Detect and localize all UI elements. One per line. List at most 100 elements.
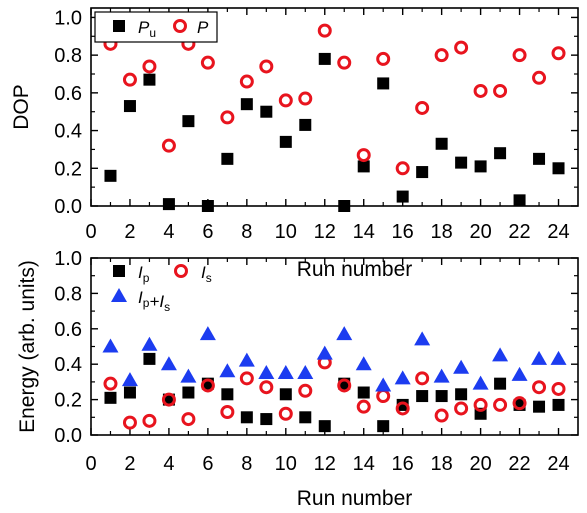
data-point	[376, 389, 391, 404]
series-2	[103, 355, 566, 430]
data-point	[297, 365, 314, 380]
data-point	[182, 386, 195, 399]
data-point	[221, 152, 234, 165]
x-tick-label: 0	[85, 221, 96, 243]
data-point	[278, 406, 293, 421]
legend-marker	[174, 264, 188, 278]
data-point	[473, 397, 488, 412]
data-point	[512, 48, 527, 63]
data-point	[102, 338, 119, 353]
data-point	[121, 372, 138, 387]
x-tick-label: 4	[163, 453, 174, 475]
data-point	[298, 383, 313, 398]
legend: Pu P	[94, 11, 218, 43]
x-tick-label: 8	[241, 221, 252, 243]
x-tick-label: 20	[469, 221, 491, 243]
data-point	[493, 83, 508, 98]
data-point	[142, 413, 157, 428]
data-point	[551, 381, 566, 396]
x-tick-label: 24	[547, 453, 569, 475]
y-axis-title: DOP	[10, 84, 33, 130]
x-tick-label: 18	[431, 453, 453, 475]
data-point	[299, 118, 312, 131]
y-tick-label: 0.4	[54, 121, 82, 143]
plot-frame	[90, 7, 579, 207]
data-point	[396, 190, 409, 203]
data-point	[394, 370, 411, 385]
data-point	[511, 366, 528, 381]
data-point	[238, 352, 255, 367]
data-point	[454, 401, 469, 416]
data-point	[240, 98, 253, 111]
data-point	[472, 375, 489, 390]
data-point	[239, 371, 254, 386]
series-1	[104, 352, 565, 433]
data-point	[376, 51, 391, 66]
x-tick-label: 16	[392, 453, 414, 475]
data-point	[240, 411, 253, 424]
data-point	[532, 70, 547, 85]
data-point	[492, 347, 509, 362]
legend-marker	[113, 265, 125, 277]
data-point	[533, 152, 546, 165]
data-point	[160, 356, 177, 371]
legend-entry-label: Pu	[138, 18, 156, 40]
data-point	[180, 368, 197, 383]
series-1	[104, 52, 565, 212]
x-axis-title: Run number	[297, 258, 413, 281]
legend-entry-label: Ip	[138, 263, 150, 285]
data-point	[258, 365, 275, 380]
data-point	[474, 160, 487, 173]
data-point	[162, 198, 175, 211]
data-point	[318, 52, 331, 65]
data-point	[434, 408, 449, 423]
data-point	[455, 388, 468, 401]
data-point	[533, 400, 546, 413]
y-tick-label: 0.2	[54, 158, 82, 180]
data-point	[259, 380, 274, 395]
data-point	[200, 378, 215, 393]
data-point	[122, 415, 137, 430]
legend-entry-label: Ip+Is	[138, 288, 170, 314]
data-point	[493, 397, 508, 412]
x-axis-title: Run number	[297, 487, 413, 510]
data-point	[161, 392, 176, 407]
data-point	[435, 137, 448, 150]
data-point	[357, 386, 370, 399]
data-point	[316, 345, 333, 360]
x-tick-label: 6	[202, 221, 213, 243]
x-tick-label: 2	[124, 221, 135, 243]
data-point	[143, 352, 156, 365]
data-point	[200, 55, 215, 70]
data-point	[338, 200, 351, 212]
data-point	[416, 166, 429, 179]
data-point	[337, 55, 352, 70]
y-tick-label: 0.0	[54, 196, 82, 218]
y-tick-label: 0.0	[54, 425, 82, 447]
data-point	[356, 399, 371, 414]
legend-marker	[113, 20, 125, 32]
data-point	[317, 23, 332, 38]
x-tick-label: 20	[469, 453, 491, 475]
series-2	[103, 23, 566, 176]
x-tick-label: 18	[431, 221, 453, 243]
data-point	[221, 388, 234, 401]
x-tick-label: 22	[508, 221, 530, 243]
data-point	[550, 350, 567, 365]
x-tick-label: 6	[202, 453, 213, 475]
data-point	[455, 156, 468, 169]
data-point	[220, 404, 235, 419]
data-point	[531, 350, 548, 365]
data-point	[299, 411, 312, 424]
data-point	[435, 390, 448, 403]
data-point	[355, 356, 372, 371]
data-point	[104, 169, 117, 182]
x-tick-label: 8	[241, 453, 252, 475]
data-point	[414, 331, 431, 346]
data-point	[377, 77, 390, 90]
data-point	[143, 73, 156, 86]
data-point	[161, 138, 176, 153]
legend-marker	[173, 19, 187, 33]
chart-panel-2: 0 2 4 6 8 10 12 14 16 18 20 22 240.00.20.40.60.81.0R…	[16, 248, 579, 510]
